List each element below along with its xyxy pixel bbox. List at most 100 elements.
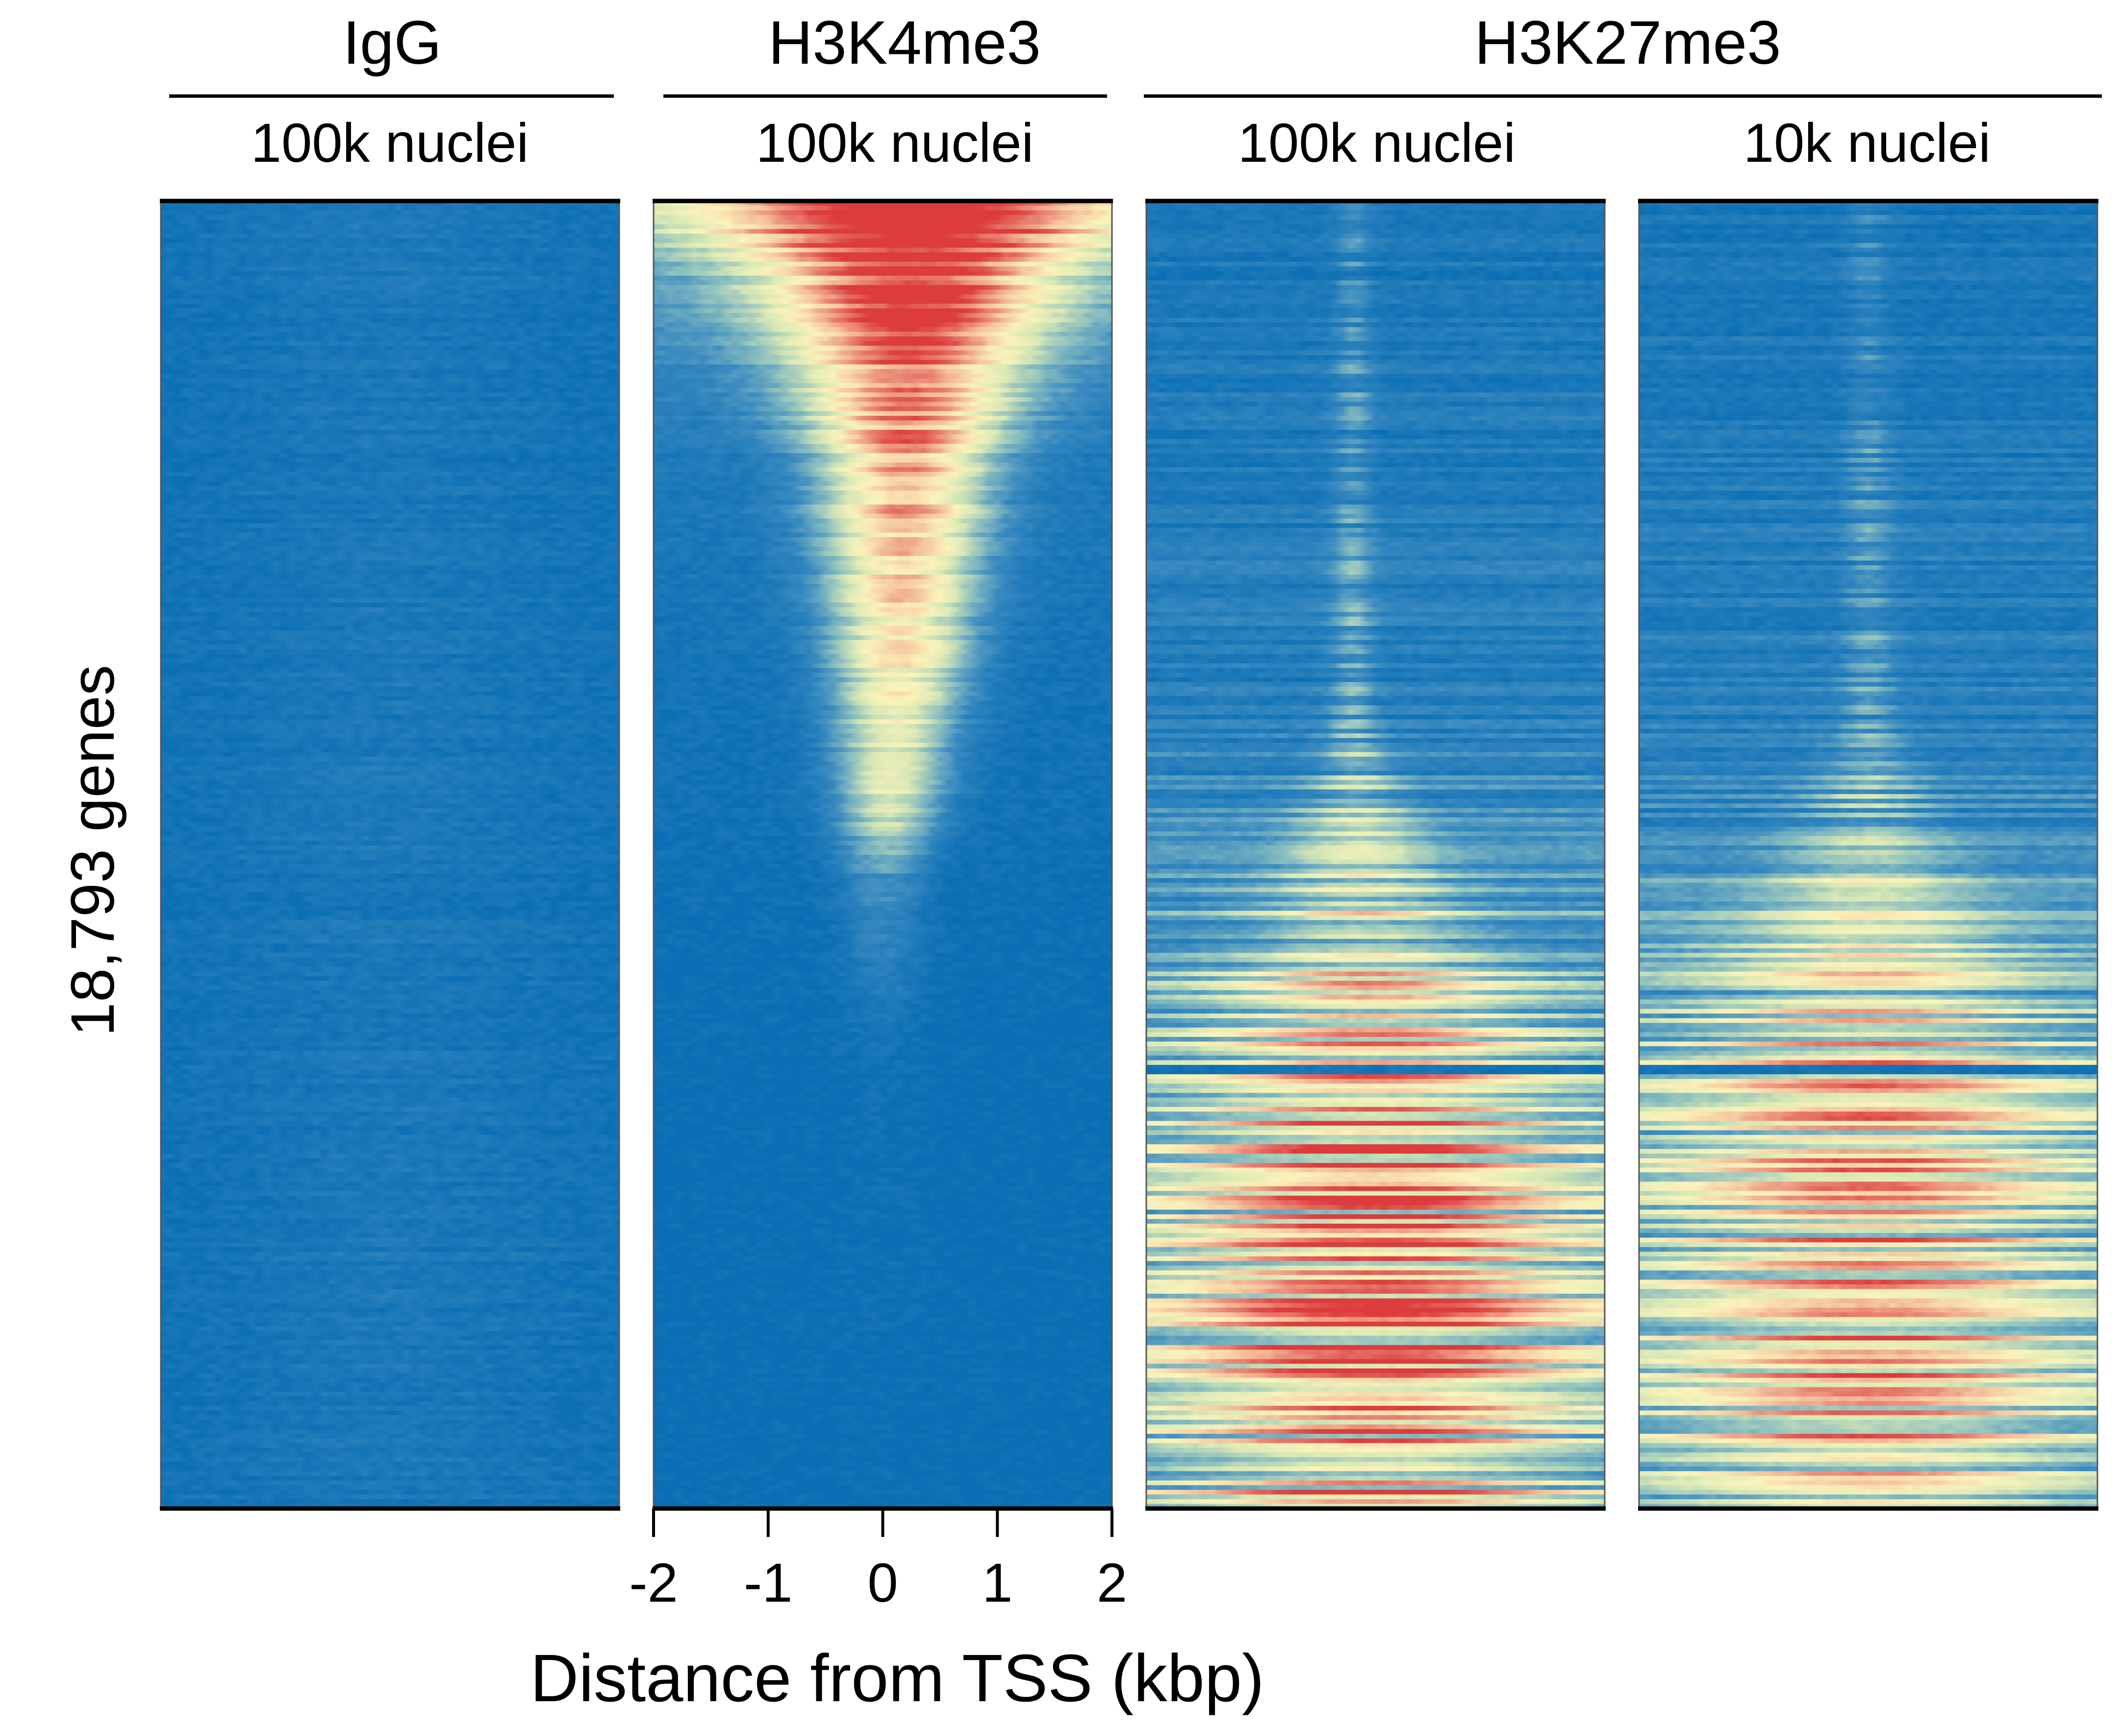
- heatmap-band: [654, 425, 1112, 430]
- heatmap-band: [1146, 1345, 1605, 1350]
- heatmap-band: [1639, 1182, 2097, 1187]
- heatmap-band: [654, 845, 1112, 851]
- heatmap-band: [1639, 248, 2097, 253]
- heatmap-band: [1146, 555, 1605, 561]
- heatmap-band: [161, 1069, 619, 1075]
- heatmap-band: [1146, 626, 1605, 631]
- heatmap-band: [654, 542, 1112, 547]
- heatmap-band: [654, 1191, 1112, 1196]
- heatmap-band: [1146, 490, 1605, 496]
- heatmap-band: [1639, 261, 2097, 267]
- heatmap-band: [161, 1406, 619, 1411]
- heatmap-band: [1146, 378, 1605, 384]
- heatmap-band: [161, 1461, 619, 1467]
- heatmap-band: [1639, 1326, 2097, 1332]
- heatmap-band: [161, 1209, 619, 1215]
- heatmap-band: [1146, 1144, 1605, 1150]
- heatmap-band: [1146, 1340, 1605, 1346]
- heatmap-band: [654, 411, 1112, 416]
- heatmap-band: [1639, 369, 2097, 375]
- heatmap-band: [654, 528, 1112, 533]
- heatmap-band: [1146, 1289, 1605, 1294]
- heatmap-band: [1146, 995, 1605, 1000]
- heatmap-band: [161, 1340, 619, 1346]
- heatmap-band: [1146, 836, 1605, 841]
- heatmap-band: [1146, 1200, 1605, 1206]
- heatmap-band: [161, 261, 619, 267]
- heatmap-band: [1146, 1182, 1605, 1187]
- heatmap-band: [1146, 364, 1605, 370]
- heatmap-band: [1146, 691, 1605, 697]
- heatmap-band: [1639, 1466, 2097, 1472]
- heatmap-band: [1146, 808, 1605, 813]
- heatmap-band: [161, 285, 619, 290]
- heatmap-band: [1639, 710, 2097, 715]
- heatmap-band: [1146, 1410, 1605, 1416]
- heatmap-band: [161, 1252, 619, 1257]
- heatmap-band: [161, 1056, 619, 1061]
- heatmap-band: [1639, 355, 2097, 360]
- heatmap-band: [1639, 742, 2097, 748]
- heatmap-band: [1146, 1056, 1605, 1061]
- heatmap-band: [161, 220, 619, 225]
- heatmap-band: [654, 1406, 1112, 1411]
- heatmap-band: [654, 873, 1112, 879]
- heatmap-band: [1639, 1125, 2097, 1131]
- heatmap-band: [161, 490, 619, 496]
- heatmap-band: [654, 1139, 1112, 1145]
- heatmap-band: [1639, 220, 2097, 225]
- heatmap-band: [1146, 1485, 1605, 1490]
- heatmap-band: [161, 985, 619, 991]
- heatmap-band: [161, 724, 619, 729]
- heatmap-band: [1639, 402, 2097, 407]
- heatmap-band: [1639, 1284, 2097, 1289]
- heatmap-band: [161, 486, 619, 491]
- heatmap-band: [161, 420, 619, 426]
- heatmap-band: [654, 1363, 1112, 1369]
- heatmap-band: [161, 957, 619, 963]
- heatmap-band: [161, 1018, 619, 1024]
- heatmap-band: [1146, 1308, 1605, 1313]
- heatmap-band: [654, 434, 1112, 440]
- heatmap-band: [1146, 1438, 1605, 1444]
- heatmap-band: [654, 789, 1112, 795]
- heatmap-band: [1146, 1163, 1605, 1168]
- heatmap-band: [1639, 747, 2097, 753]
- heatmap-band: [1639, 1219, 2097, 1224]
- heatmap-band: [1639, 1154, 2097, 1159]
- heatmap-band: [1639, 1471, 2097, 1476]
- heatmap-band: [1146, 359, 1605, 365]
- heatmap-band: [1146, 280, 1605, 286]
- heatmap-band: [161, 766, 619, 771]
- heatmap-band: [1639, 1298, 2097, 1304]
- heatmap-band: [654, 555, 1112, 561]
- heatmap-band: [1146, 1401, 1605, 1407]
- heatmap-band: [161, 1280, 619, 1285]
- heatmap-band: [654, 1340, 1112, 1346]
- heatmap-band: [1146, 1406, 1605, 1411]
- heatmap-band: [654, 677, 1112, 682]
- heatmap-band: [1146, 957, 1605, 963]
- heatmap-band: [1146, 654, 1605, 659]
- heatmap-band: [1639, 799, 2097, 804]
- heatmap-band: [654, 374, 1112, 379]
- heatmap-band: [1146, 1471, 1605, 1476]
- heatmap-band: [161, 1182, 619, 1187]
- heatmap-band: [161, 780, 619, 785]
- heatmap-band: [1146, 649, 1605, 654]
- heatmap-band: [654, 682, 1112, 687]
- heatmap-band: [1639, 276, 2097, 281]
- heatmap-band: [1639, 733, 2097, 738]
- heatmap-band: [1146, 1154, 1605, 1159]
- heatmap-band: [1146, 1387, 1605, 1392]
- heatmap-band: [161, 696, 619, 701]
- heatmap-band: [1146, 850, 1605, 855]
- heatmap-band: [161, 1499, 619, 1505]
- heatmap-band: [161, 864, 619, 869]
- heatmap-band: [654, 318, 1112, 323]
- heatmap-band: [1639, 1116, 2097, 1122]
- heatmap-band: [1639, 663, 2097, 669]
- heatmap-band: [654, 1345, 1112, 1350]
- heatmap-band: [1639, 416, 2097, 421]
- heatmap-band: [1146, 588, 1605, 594]
